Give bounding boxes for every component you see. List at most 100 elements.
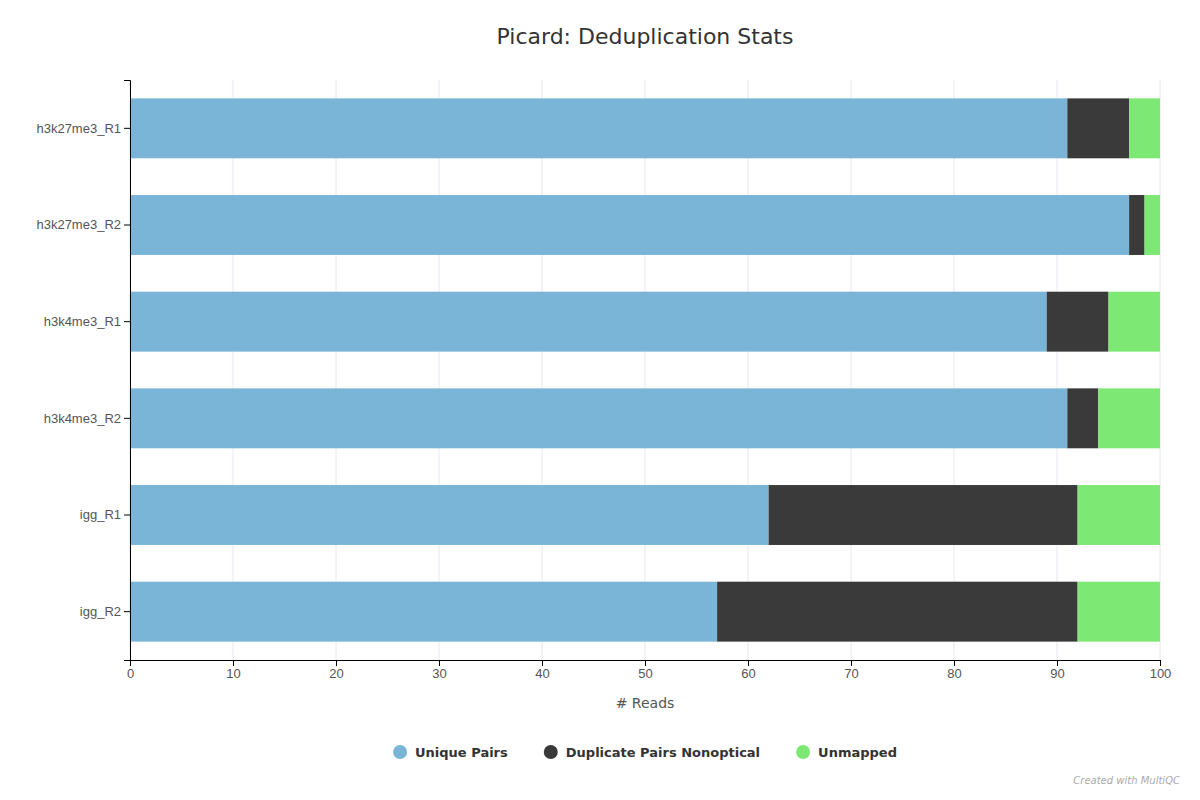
tick: 20 [329,660,343,681]
tick-label: 100 [1150,666,1172,681]
grid-line [645,80,646,660]
tick-mark [439,660,440,666]
tick-label: 10 [226,666,240,681]
bar [130,292,1047,352]
legend-marker [393,745,407,759]
tick-label: 80 [947,666,961,681]
bar [1067,388,1098,448]
tick-label: igg_R2 [80,604,121,619]
tick-label: 60 [741,666,755,681]
chart: 0102030405060708090100h3k27me3_R1h3k27me… [0,0,1200,800]
grid [130,80,1160,660]
tick-label: 40 [535,666,549,681]
annotation: Created with MultiQC [1073,775,1180,786]
tick-label: h3k27me3_R2 [36,217,121,232]
legend-label: Unique Pairs [415,745,508,760]
tick: 40 [535,660,549,681]
tick-mark [124,321,130,322]
bar [1078,485,1160,545]
legend: Unique Pairs Duplicate Pairs Nonoptical Un… [393,745,897,760]
legend-item: Duplicate Pairs Nonoptical [544,745,760,760]
tick-mark [124,225,130,226]
legend-item: Unmapped [796,745,897,760]
series [717,98,1144,641]
tick-label: 20 [329,666,343,681]
tick: 100 [1150,660,1172,681]
tick-mark [1160,660,1161,666]
legend-item: Unique Pairs [393,745,508,760]
tick-label: 50 [638,666,652,681]
plot-area: 0102030405060708090100h3k27me3_R1h3k27me… [36,80,1171,681]
legend-label: Unmapped [818,745,897,760]
axis-line [124,81,131,661]
grid-line [1160,80,1161,660]
bars [130,98,1160,641]
bar [130,485,769,545]
series [130,98,1129,641]
grid-line [439,80,440,660]
tick-mark [124,611,130,612]
tick-label: h3k4me3_R1 [44,314,121,329]
x-axis-label: # Reads [616,695,675,711]
legend-marker [544,745,558,759]
tick-mark [748,660,749,666]
tick: 80 [947,660,961,681]
tick-label: h3k4me3_R2 [44,410,121,425]
bar [1047,292,1109,352]
tick: h3k27me3_R2 [36,217,130,232]
bar [130,98,1067,158]
tick-label: igg_R1 [80,507,121,522]
bar [1129,195,1144,255]
bar [769,485,1078,545]
x-axis: 0 10 20 30 40 50 60 70 80 90 100 [127,660,1171,681]
tick: 60 [741,660,755,681]
bar [130,195,1129,255]
tick: igg_R2 [80,604,130,619]
tick-mark [851,660,852,666]
tick-label: 70 [844,666,858,681]
tick-mark [645,660,646,666]
tick: h3k4me3_R2 [44,410,130,425]
bar [1098,388,1160,448]
tick: 70 [844,660,858,681]
tick-mark [124,418,130,419]
tick: 30 [432,660,446,681]
grid-line [1057,80,1058,660]
bar [130,388,1067,448]
y-axis: h3k27me3_R1 h3k27me3_R2 h3k4me3_R1 h3k4me3_… [36,81,130,661]
bar [1078,582,1160,642]
legend-label: Duplicate Pairs Nonoptical [566,745,760,760]
tick-label: h3k27me3_R1 [36,120,121,135]
tick-mark [954,660,955,666]
tick-mark [542,660,543,666]
tick: h3k27me3_R1 [36,120,130,135]
bar [1067,98,1129,158]
title: Picard: Deduplication Stats [497,24,794,49]
tick-label: 90 [1050,666,1064,681]
grid-line [336,80,337,660]
bar [1145,195,1160,255]
tick: 90 [1050,660,1064,681]
tick: igg_R1 [80,507,130,522]
tick-mark [124,515,130,516]
tick-mark [233,660,234,666]
tick: h3k4me3_R1 [44,314,130,329]
bar [130,582,717,642]
bar [1129,98,1160,158]
tick-mark [336,660,337,666]
grid-line [851,80,852,660]
grid-line [748,80,749,660]
tick-label: 30 [432,666,446,681]
grid-line [233,80,234,660]
bar [1109,292,1161,352]
axis-line [131,661,1161,667]
tick: 50 [638,660,652,681]
tick: 10 [226,660,240,681]
series [1078,98,1160,641]
grid-line [542,80,543,660]
grid-line [954,80,955,660]
bar [717,582,1078,642]
tick: 0 [127,660,134,681]
tick-mark [1057,660,1058,666]
legend-marker [796,745,810,759]
